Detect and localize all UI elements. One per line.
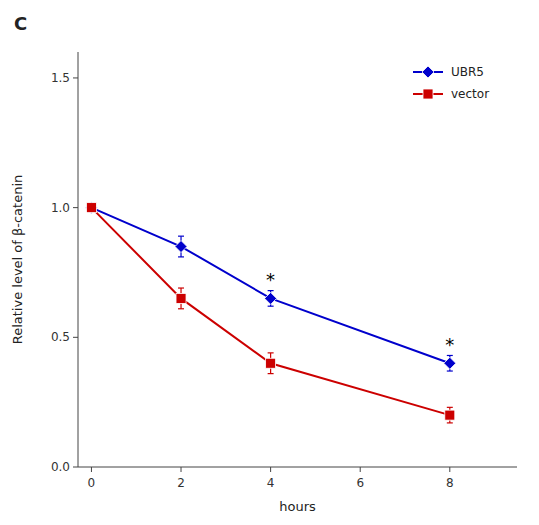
annotation: *	[445, 334, 454, 355]
series	[85, 202, 455, 371]
x-tick-label: 6	[356, 476, 364, 490]
x-tick	[449, 467, 450, 472]
x-tick	[91, 467, 92, 472]
x-tick-label: 4	[267, 476, 275, 490]
chart: C 0.0 0.5 1.0 1.5 0 2 4 6 8 hours Relative level of…	[0, 0, 539, 525]
y-tick-label: 0.0	[51, 460, 70, 474]
point	[175, 241, 187, 253]
plot-data	[85, 202, 455, 423]
error-cap	[447, 407, 453, 408]
error-cap	[268, 352, 274, 353]
legend-label: UBR5	[451, 65, 484, 79]
y-axis-label: Relative level of β-catenin	[10, 175, 25, 345]
annotations: **	[266, 269, 454, 355]
error-cap	[447, 370, 453, 371]
x-tick	[270, 467, 271, 472]
axes: 0.0 0.5 1.0 1.5 0 2 4 6 8	[51, 52, 517, 490]
point	[444, 357, 456, 369]
y-tick	[73, 467, 78, 468]
point	[445, 410, 455, 420]
y-tick-label: 1.0	[51, 201, 70, 215]
legend-marker	[423, 89, 433, 99]
x-tick-label: 8	[446, 476, 454, 490]
error-cap	[178, 308, 184, 309]
y-tick-label: 0.5	[51, 330, 70, 344]
point	[85, 202, 97, 214]
annotation: *	[266, 269, 275, 290]
legend-label: vector	[451, 87, 489, 101]
series-line	[91, 208, 449, 364]
error-cap	[268, 373, 274, 374]
series-line	[91, 208, 449, 416]
error-cap	[178, 236, 184, 237]
y-tick	[73, 77, 78, 78]
x-axis-line	[78, 467, 517, 468]
error-cap	[447, 422, 453, 423]
y-tick	[73, 207, 78, 208]
legend: UBR5 vector	[413, 65, 489, 101]
point	[86, 203, 96, 213]
x-axis-label: hours	[279, 499, 316, 514]
y-tick	[73, 337, 78, 338]
series	[86, 203, 454, 423]
title: C	[14, 13, 27, 34]
x-tick	[181, 467, 182, 472]
y-axis-line	[78, 52, 79, 467]
legend-marker	[422, 66, 434, 78]
x-tick	[360, 467, 361, 472]
point	[176, 293, 186, 303]
error-cap	[178, 287, 184, 288]
error-cap	[268, 306, 274, 307]
x-tick-label: 2	[177, 476, 185, 490]
point	[265, 292, 277, 304]
error-cap	[178, 256, 184, 257]
x-tick-label: 0	[88, 476, 96, 490]
y-tick-label: 1.5	[51, 71, 70, 85]
point	[266, 358, 276, 368]
